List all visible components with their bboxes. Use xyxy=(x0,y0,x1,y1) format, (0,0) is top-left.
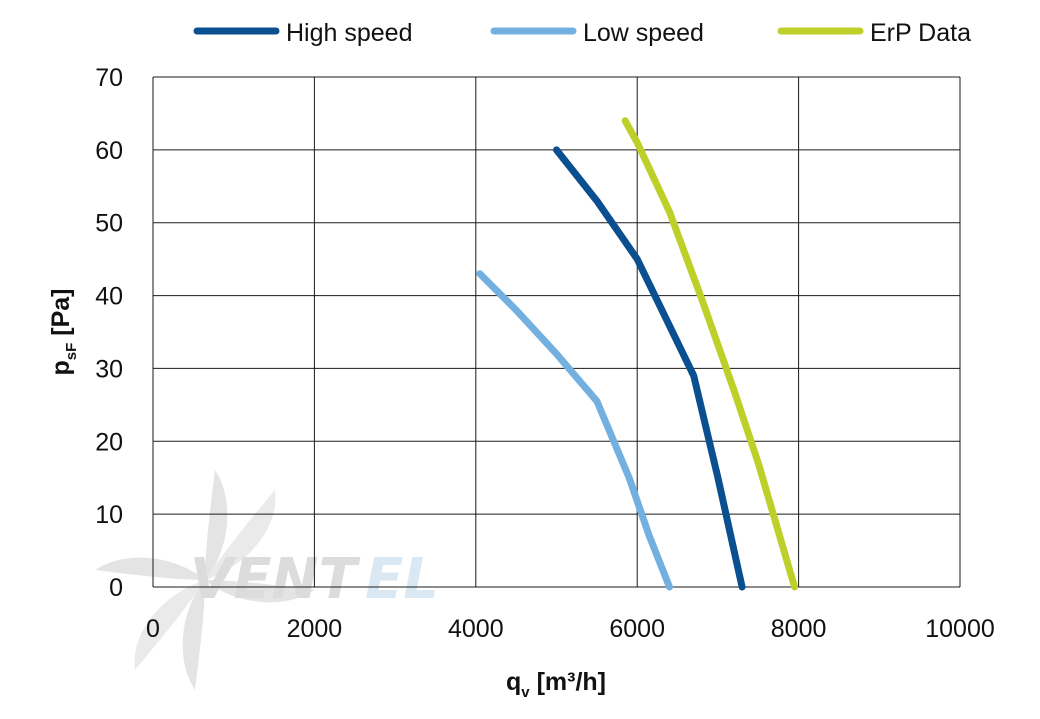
x-axis-ticks: 0 2000 4000 6000 8000 10000 xyxy=(146,615,995,643)
x-tick-label: 0 xyxy=(146,615,160,643)
y-axis-label: psF [Pa] xyxy=(47,289,80,376)
y-tick-label: 0 xyxy=(109,574,123,602)
series-line-low-speed xyxy=(476,270,673,591)
x-tick-label: 6000 xyxy=(609,615,665,643)
x-tick-label: 2000 xyxy=(287,615,343,643)
watermark-brand-left: VENT xyxy=(190,547,360,612)
legend-entry-label: Low speed xyxy=(583,19,704,47)
y-tick-label: 60 xyxy=(95,137,123,165)
y-tick-label: 30 xyxy=(95,355,123,383)
x-axis-label: qv [m³/h] xyxy=(506,668,606,701)
legend-entry-label: ErP Data xyxy=(870,19,971,47)
series-line-high-speed xyxy=(553,146,746,591)
x-tick-label: 4000 xyxy=(448,615,504,643)
chart-series xyxy=(476,117,799,591)
y-tick-label: 50 xyxy=(95,210,123,238)
watermark-brand-right: EL xyxy=(365,547,439,612)
x-tick-label: 10000 xyxy=(925,615,995,643)
y-tick-label: 40 xyxy=(95,283,123,311)
y-axis-ticks: 0 10 20 30 40 50 60 70 xyxy=(95,64,123,602)
series-line-erp-data xyxy=(621,117,799,591)
ventel-watermark: VENT EL xyxy=(95,470,439,690)
chart-legend: High speed Low speed ErP Data xyxy=(193,19,971,47)
legend-entry-label: High speed xyxy=(286,19,412,47)
y-tick-label: 20 xyxy=(95,428,123,456)
y-tick-label: 10 xyxy=(95,501,123,529)
y-tick-label: 70 xyxy=(95,64,123,92)
fan-logo-icon xyxy=(95,470,315,690)
x-tick-label: 8000 xyxy=(771,615,827,643)
